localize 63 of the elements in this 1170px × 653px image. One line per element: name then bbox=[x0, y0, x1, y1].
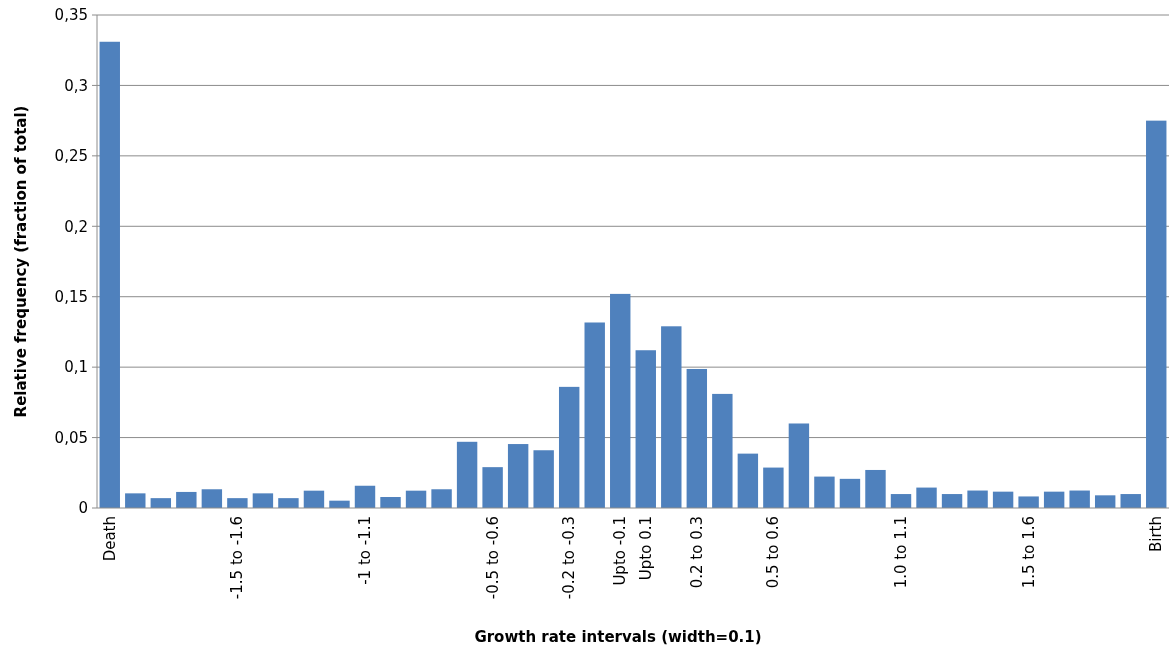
bar bbox=[405, 490, 427, 508]
bar bbox=[1018, 496, 1039, 508]
bar bbox=[814, 476, 835, 508]
x-tick-label: -0.2 to -0.3 bbox=[560, 516, 579, 600]
y-tick-label: 0,3 bbox=[64, 76, 88, 95]
bar bbox=[431, 489, 452, 508]
bar bbox=[201, 489, 223, 508]
bar bbox=[941, 494, 963, 508]
bar bbox=[1069, 490, 1090, 508]
x-tick-label: 1.0 to 1.1 bbox=[892, 516, 910, 589]
bar bbox=[227, 498, 248, 508]
bar bbox=[916, 487, 937, 508]
x-tick-label: Death bbox=[100, 516, 119, 562]
bar bbox=[890, 494, 912, 508]
x-tick-label: 1.5 to 1.6 bbox=[1019, 516, 1038, 589]
y-tick-label: 0,05 bbox=[54, 428, 88, 447]
bar bbox=[1146, 120, 1167, 508]
y-tick-label: 0,2 bbox=[64, 217, 88, 236]
bar bbox=[1120, 494, 1141, 508]
y-tick-label: 0 bbox=[78, 499, 88, 518]
bar bbox=[150, 498, 172, 508]
bar bbox=[610, 293, 631, 508]
bar bbox=[252, 493, 274, 508]
bar bbox=[865, 469, 886, 508]
x-tick-label: Upto -0.1 bbox=[611, 516, 630, 586]
bar bbox=[967, 490, 988, 508]
y-tick-label: 0,15 bbox=[54, 287, 88, 306]
x-tick-label: -1.5 to -1.6 bbox=[228, 516, 247, 600]
y-axis-title: Relative frequency (fraction of total) bbox=[12, 105, 30, 418]
bar bbox=[686, 368, 708, 508]
bar bbox=[992, 491, 1014, 508]
bar bbox=[584, 322, 605, 508]
bar bbox=[380, 497, 401, 508]
x-tick-label: -0.5 to -0.6 bbox=[483, 516, 502, 600]
bar bbox=[533, 450, 554, 508]
bar bbox=[788, 423, 810, 508]
bar bbox=[839, 478, 861, 508]
x-axis-title: Growth rate intervals (width=0.1) bbox=[474, 628, 762, 646]
bar bbox=[125, 493, 146, 508]
bar bbox=[737, 453, 759, 508]
y-tick-label: 0,25 bbox=[54, 147, 88, 166]
x-tick-label: 0.2 to 0.3 bbox=[687, 516, 706, 589]
x-tick-label: Upto 0.1 bbox=[636, 516, 655, 581]
bar bbox=[278, 498, 299, 508]
bar bbox=[303, 490, 325, 508]
bar bbox=[176, 491, 197, 508]
bar bbox=[456, 441, 478, 508]
bar bbox=[763, 467, 784, 508]
bar bbox=[635, 350, 656, 508]
bar bbox=[661, 326, 682, 508]
x-tick-label: Birth bbox=[1147, 516, 1166, 553]
bar bbox=[507, 444, 529, 508]
bar bbox=[712, 393, 733, 508]
bar bbox=[558, 386, 580, 508]
x-tick-label: 0.5 to 0.6 bbox=[764, 516, 783, 589]
y-tick-label: 0,1 bbox=[64, 358, 88, 377]
bar bbox=[99, 41, 120, 508]
bar bbox=[1043, 491, 1065, 508]
bar bbox=[354, 485, 376, 508]
bar bbox=[1094, 495, 1116, 508]
y-tick-label: 0,35 bbox=[54, 6, 88, 25]
bar bbox=[482, 467, 503, 508]
x-tick-label: -1 to -1.1 bbox=[356, 516, 374, 585]
